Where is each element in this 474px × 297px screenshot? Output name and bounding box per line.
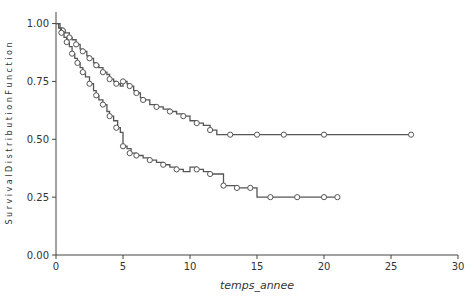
censor-marker <box>321 132 326 137</box>
y-axis-label: S u r v i v a l D i s t r i b u t i o n … <box>5 42 14 224</box>
censor-marker <box>228 132 233 137</box>
censor-marker <box>114 81 119 86</box>
censor-marker <box>208 127 213 132</box>
censor-marker <box>234 185 239 190</box>
censor-marker <box>147 158 152 163</box>
y-tick-label: 0.25 <box>27 192 49 203</box>
censor-marker <box>94 63 99 68</box>
x-tick-label: 10 <box>184 261 197 272</box>
censor-marker <box>134 90 139 95</box>
censor-marker <box>154 104 159 109</box>
censor-marker <box>268 195 273 200</box>
x-tick <box>56 255 57 259</box>
censor-marker <box>281 132 286 137</box>
censor-marker <box>295 195 300 200</box>
y-tick-label: 1.00 <box>27 18 49 29</box>
censor-marker <box>87 81 92 86</box>
x-tick-label: 5 <box>120 261 126 272</box>
x-tick-label: 30 <box>452 261 465 272</box>
x-tick <box>123 255 124 259</box>
censor-marker <box>69 51 74 56</box>
x-tick-label: 15 <box>251 261 264 272</box>
x-tick-label: 25 <box>385 261 398 272</box>
censor-marker <box>221 183 226 188</box>
step-line <box>56 24 337 198</box>
censor-marker <box>107 77 112 82</box>
censor-marker <box>248 185 253 190</box>
censor-marker <box>87 56 92 61</box>
plot-area <box>56 24 414 200</box>
step-line <box>56 24 411 135</box>
y-tick-label: 0.00 <box>27 250 49 261</box>
censor-marker <box>120 144 125 149</box>
censor-marker <box>321 195 326 200</box>
censor-marker <box>120 79 125 84</box>
y-tick <box>52 197 56 198</box>
censor-marker <box>64 39 69 44</box>
censor-marker <box>194 167 199 172</box>
x-tick-label: 20 <box>318 261 331 272</box>
censor-marker <box>94 93 99 98</box>
censor-marker <box>74 42 79 47</box>
censor-marker <box>194 120 199 125</box>
censor-marker <box>409 132 414 137</box>
x-axis-label: temps_annee <box>220 279 294 292</box>
censor-marker <box>107 114 112 119</box>
censor-marker <box>134 153 139 158</box>
censor-marker <box>174 167 179 172</box>
censor-marker <box>181 114 186 119</box>
censor-marker <box>161 162 166 167</box>
censor-marker <box>59 30 64 35</box>
y-tick <box>52 23 56 24</box>
y-axis-line <box>56 12 57 255</box>
censor-marker <box>100 102 105 107</box>
censor-marker <box>100 70 105 75</box>
censor-marker <box>75 60 80 65</box>
censor-marker <box>254 132 259 137</box>
censor-marker <box>80 49 85 54</box>
censor-marker <box>141 97 146 102</box>
censor-marker <box>208 171 213 176</box>
y-tick-label: 0.50 <box>27 134 49 145</box>
censor-marker <box>114 125 119 130</box>
x-tick-label: 0 <box>53 261 59 272</box>
y-tick <box>52 139 56 140</box>
censor-marker <box>335 195 340 200</box>
censor-marker <box>127 151 132 156</box>
y-tick <box>52 255 56 256</box>
x-tick <box>458 255 459 259</box>
x-tick <box>190 255 191 259</box>
x-tick <box>391 255 392 259</box>
x-tick <box>324 255 325 259</box>
censor-marker <box>127 83 132 88</box>
y-tick-label: 0.75 <box>27 76 49 87</box>
censor-marker <box>80 70 85 75</box>
y-tick <box>52 81 56 82</box>
x-tick <box>257 255 258 259</box>
chart: 0 5 10 15 20 25 30 0.00 0.25 0.50 0.75 1.00 temps_an… <box>0 0 474 297</box>
censor-marker <box>167 109 172 114</box>
